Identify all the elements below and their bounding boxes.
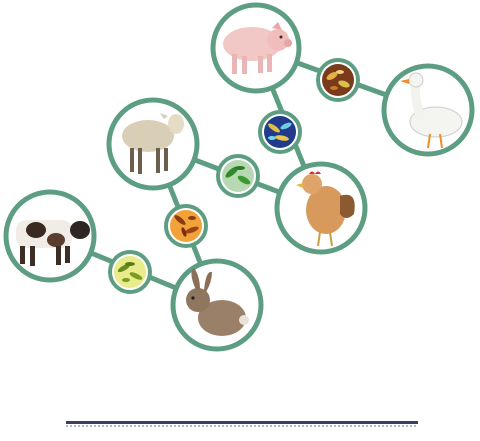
goose-icon xyxy=(400,72,463,149)
microbe-cow-rabbit xyxy=(108,250,152,294)
bacteria-orange-icon xyxy=(322,64,354,96)
node-rabbit xyxy=(170,258,264,352)
bacteria-rod-orange-icon xyxy=(170,210,202,242)
horizontal-rule xyxy=(66,421,418,424)
bacteria-blue-icon xyxy=(264,116,296,148)
horizontal-rule-shadow xyxy=(66,425,418,427)
chicken-icon xyxy=(296,171,355,247)
node-pig xyxy=(210,2,302,94)
node-sheep xyxy=(106,97,200,191)
bacteria-yellow-icon xyxy=(114,256,146,288)
node-cow xyxy=(3,189,97,283)
node-chicken xyxy=(274,161,368,255)
microbe-pig-chicken xyxy=(258,110,302,154)
node-goose xyxy=(381,63,475,157)
microbe-sheep-chicken xyxy=(216,154,260,198)
pig-icon xyxy=(223,22,292,74)
bacteria-green-icon xyxy=(222,160,254,192)
rabbit-icon xyxy=(186,268,249,336)
cow-icon xyxy=(16,220,90,266)
sheep-icon xyxy=(122,113,184,174)
microbe-sheep-rabbit xyxy=(164,204,208,248)
microbe-pig-goose xyxy=(316,58,360,102)
